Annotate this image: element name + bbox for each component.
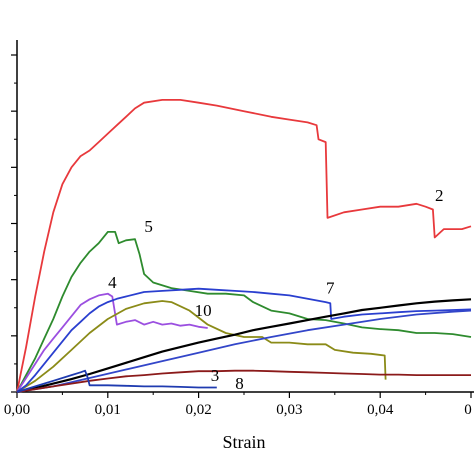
x-axis-ticks: 0,00 0,01 0,02 0,03 0,04 0 [4, 392, 472, 418]
curve-label-3: 3 [211, 366, 220, 385]
series-line-4 [16, 292, 208, 393]
curve-label-2: 2 [435, 186, 444, 205]
x-tick-label: 0,04 [367, 402, 394, 418]
x-tick-label: 0,03 [276, 402, 302, 418]
series-line-unlabeled [16, 309, 472, 393]
x-axis-title: Strain [223, 432, 266, 452]
curve-label-5: 5 [144, 217, 153, 236]
curve-label-8: 8 [235, 374, 244, 393]
y-axis-ticks [11, 54, 17, 393]
x-tick-label: 0,02 [185, 402, 211, 418]
x-tick-label: 0 [464, 402, 472, 418]
curve-labels: 2 5 4 10 7 3 8 [108, 186, 443, 393]
x-tick-label: 0,01 [95, 402, 121, 418]
curve-label-7: 7 [326, 279, 335, 298]
series-line-3 [16, 369, 471, 393]
x-tick-label: 0,00 [4, 402, 30, 418]
curve-label-4: 4 [108, 273, 117, 292]
series-line-2 [16, 99, 472, 393]
series-line-10 [16, 300, 387, 393]
series-layer [16, 99, 472, 394]
series-line-5 [16, 231, 472, 393]
plot-area: 0,00 0,01 0,02 0,03 0,04 0 2 5 4 10 7 3 8 [4, 40, 474, 418]
series-line-7 [16, 287, 472, 393]
curve-label-10: 10 [195, 301, 212, 320]
series-line-unlabeled [16, 298, 472, 394]
series-line-8 [16, 369, 217, 393]
